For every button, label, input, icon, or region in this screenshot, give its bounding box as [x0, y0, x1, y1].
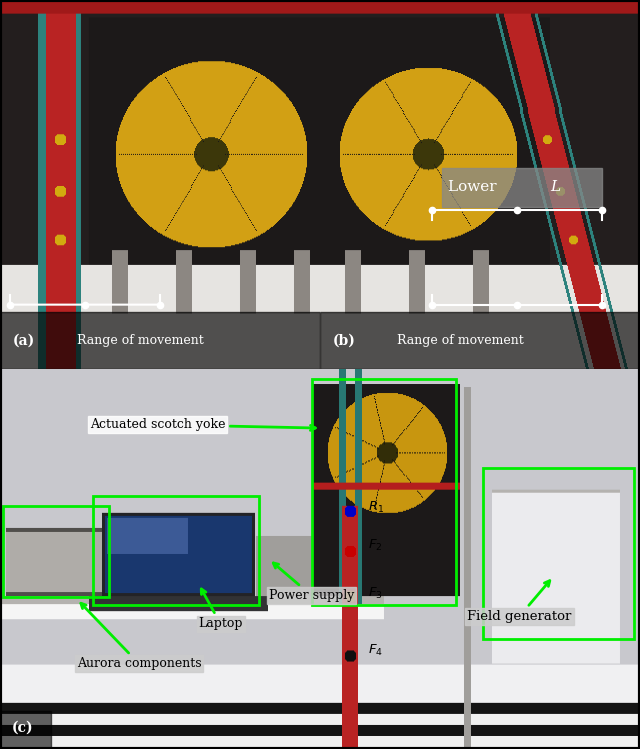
Bar — [442, 168, 602, 207]
Text: Aurora components: Aurora components — [77, 603, 202, 670]
Bar — [0, 711, 51, 749]
Text: L: L — [550, 181, 561, 194]
Text: Range of movement: Range of movement — [77, 334, 204, 347]
Text: (b): (b) — [333, 333, 356, 348]
Text: Lower: Lower — [448, 181, 502, 194]
Text: (a): (a) — [13, 333, 35, 348]
Text: Actuated scotch yoke: Actuated scotch yoke — [90, 418, 316, 431]
Text: $F_2$: $F_2$ — [368, 539, 383, 554]
Text: $F_4$: $F_4$ — [368, 643, 383, 658]
Bar — [3, 506, 109, 597]
Bar — [320, 312, 640, 369]
Bar — [312, 379, 456, 604]
Text: (c): (c) — [12, 721, 33, 735]
Text: Field generator: Field generator — [467, 580, 572, 623]
Text: Laptop: Laptop — [198, 589, 243, 631]
Text: $R_1$: $R_1$ — [368, 500, 384, 515]
Bar — [0, 312, 320, 369]
Text: $F_3$: $F_3$ — [368, 586, 383, 601]
Text: Power supply: Power supply — [269, 563, 354, 602]
Bar — [93, 497, 259, 604]
Bar — [483, 468, 634, 639]
Text: Range of movement: Range of movement — [397, 334, 524, 347]
